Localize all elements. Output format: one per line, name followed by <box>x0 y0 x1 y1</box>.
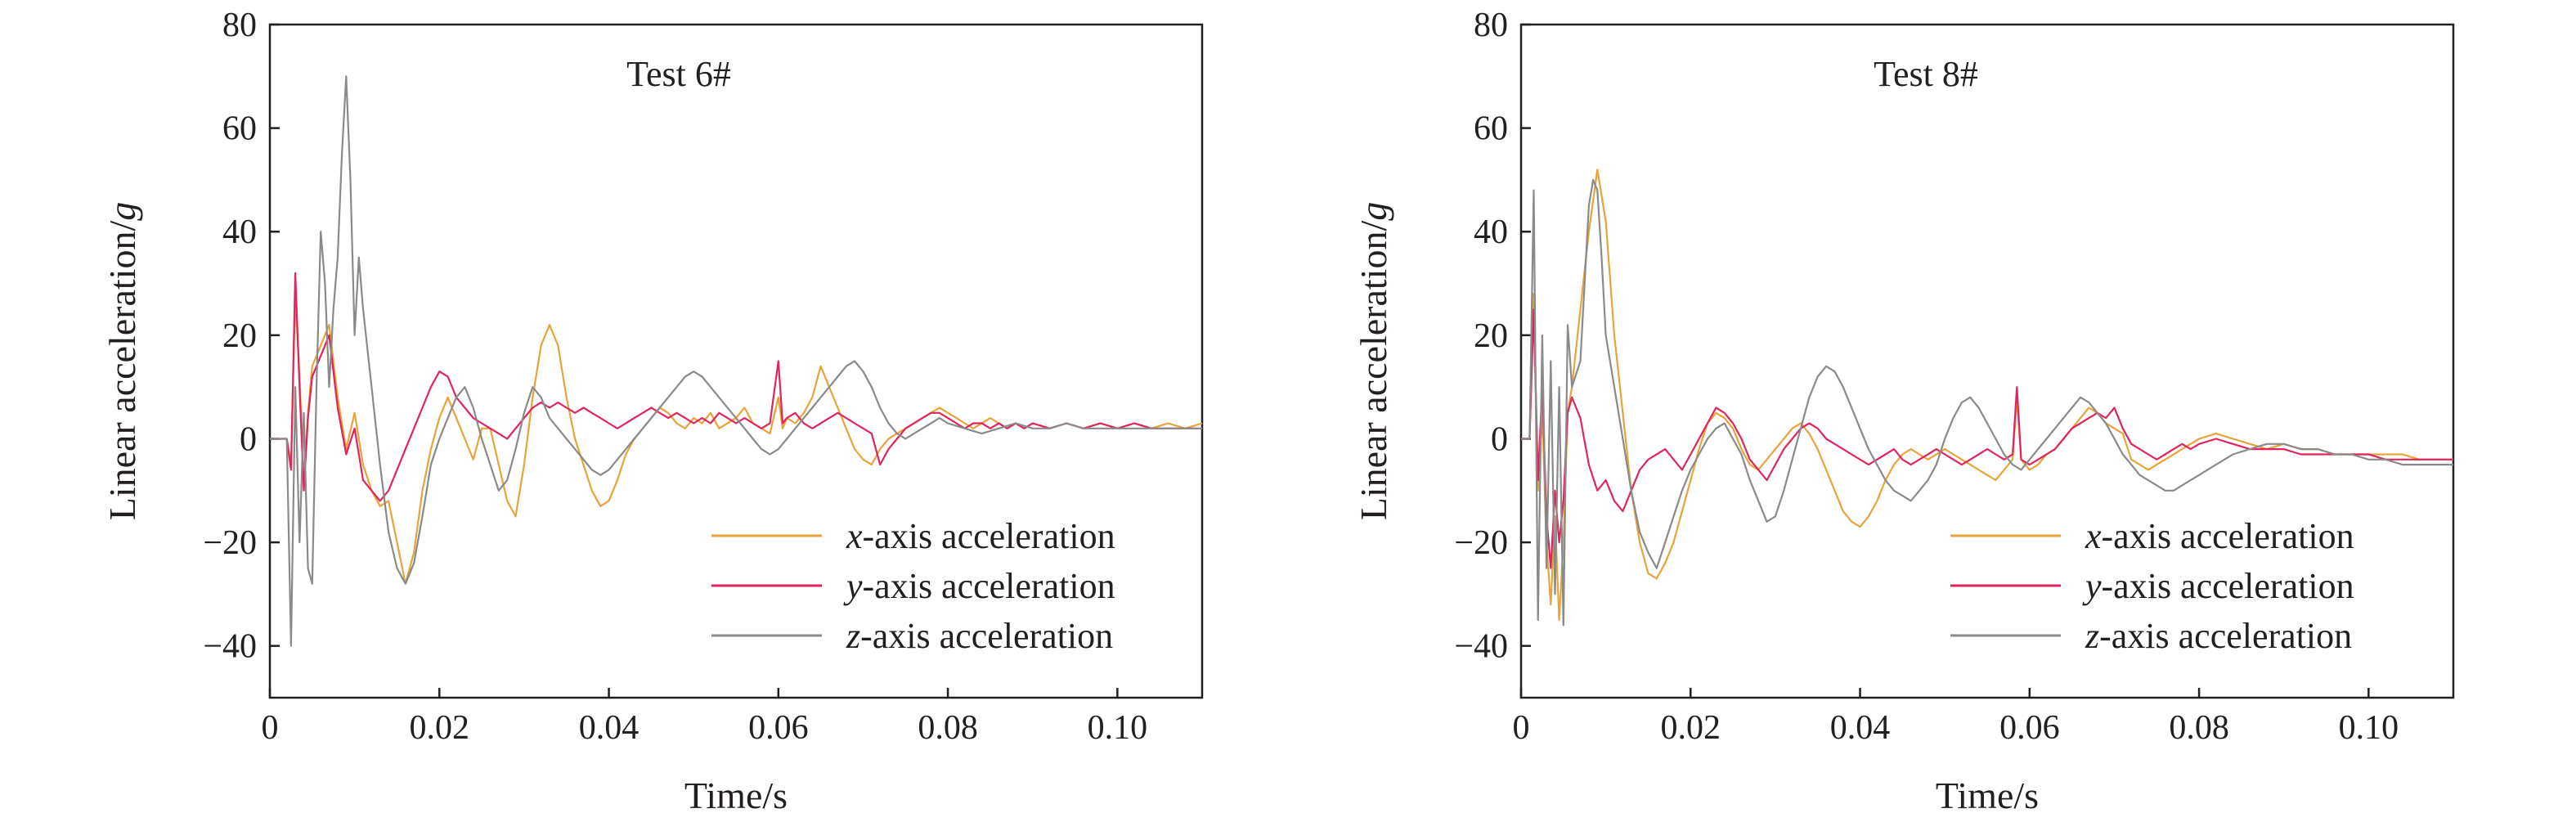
legend-label-x-axis: x-axis acceleration <box>2085 516 2354 556</box>
legend-label-var: y <box>843 566 863 606</box>
x-tick-label: 0.04 <box>579 709 640 747</box>
legend-label-var: x <box>2085 516 2102 556</box>
x-tick-label: 0.08 <box>918 709 978 747</box>
legend-label-rest: -axis acceleration <box>2099 616 2352 656</box>
x-tick-label: 0 <box>1513 709 1530 747</box>
y-axis-label: Linear acceleration/g <box>101 202 143 520</box>
plot-frame <box>1519 23 2455 699</box>
legend-label-var: y <box>2082 566 2102 606</box>
x-tick-label: 0.02 <box>1661 709 1721 747</box>
series-line-z-axis <box>270 75 1202 647</box>
legend-label-rest: -axis acceleration <box>863 516 1115 556</box>
legend-label-y-axis: y-axis acceleration <box>2082 566 2354 606</box>
y-tick-label: 0 <box>240 420 257 458</box>
y-axis-label-text: Linear acceleration/ <box>101 221 143 521</box>
x-tick-label: 0.06 <box>748 709 809 747</box>
series-line-x-axis <box>270 293 1202 585</box>
y-tick-label: −40 <box>1454 628 1508 666</box>
y-tick-label: 0 <box>1491 420 1508 458</box>
series-line-y-axis <box>270 272 1202 502</box>
legend-label-rest: -axis acceleration <box>860 616 1113 656</box>
x-tick-label: 0.08 <box>2169 709 2229 747</box>
series-group <box>1521 168 2453 627</box>
series-line-y-axis <box>1521 308 2453 569</box>
plot-frame <box>268 23 1204 699</box>
y-tick-label: 80 <box>1474 7 1508 44</box>
x-tick-label: 0.04 <box>1830 709 1891 747</box>
y-axis-label: Linear acceleration/g <box>1353 202 1394 520</box>
series-line-x-axis <box>1521 168 2453 622</box>
x-axis-label: Time/s <box>1936 775 2039 816</box>
y-tick-label: 80 <box>222 7 257 44</box>
y-tick-label: 60 <box>1474 110 1508 148</box>
legend-label-rest: -axis acceleration <box>2102 516 2354 556</box>
chart-panel-2: 0 0.02 0.04 0.06 0.08 0.10 −40 −20 0 20 40 60 80 Time… <box>1353 7 2455 816</box>
series-group <box>270 75 1202 647</box>
series-line-z-axis <box>1521 178 2453 627</box>
x-tick-label: 0.02 <box>410 709 470 747</box>
y-tick-label: 40 <box>1474 213 1508 251</box>
legend-label-var: x <box>846 516 863 556</box>
y-axis-label-unit: g <box>1353 202 1394 221</box>
legend-label-x-axis: x-axis acceleration <box>846 516 1115 556</box>
chart-panel-1: 0 0.02 0.04 0.06 0.08 0.10 −40 −20 0 20 40 60 80 Time… <box>101 7 1204 816</box>
legend-label-var: z <box>846 616 860 656</box>
y-axis-label-unit: g <box>101 202 143 221</box>
chart-title: Test 8# <box>1874 54 1978 94</box>
legend-label-rest: -axis acceleration <box>863 566 1115 606</box>
legend-label-rest: -axis acceleration <box>2102 566 2354 606</box>
x-tick-label: 0.10 <box>2339 709 2399 747</box>
legend-label-var: z <box>2085 616 2099 656</box>
y-tick-label: 40 <box>222 213 257 251</box>
legend-label-y-axis: y-axis acceleration <box>843 566 1115 606</box>
y-tick-label: 20 <box>1474 317 1508 355</box>
x-axis-label: Time/s <box>684 775 788 816</box>
y-axis-label-text: Linear acceleration/ <box>1353 221 1394 521</box>
y-tick-label: −20 <box>1454 524 1508 562</box>
y-tick-label: −40 <box>203 628 257 666</box>
x-tick-label: 0.10 <box>1088 709 1148 747</box>
chart-title: Test 6# <box>626 54 731 94</box>
legend-label-z-axis: z-axis acceleration <box>846 616 1113 656</box>
x-tick-label: 0 <box>262 709 279 747</box>
y-tick-label: −20 <box>203 524 257 562</box>
x-tick-label: 0.06 <box>1999 709 2060 747</box>
y-tick-label: 60 <box>222 110 257 148</box>
y-tick-label: 20 <box>222 317 257 355</box>
legend-label-z-axis: z-axis acceleration <box>2085 616 2352 656</box>
